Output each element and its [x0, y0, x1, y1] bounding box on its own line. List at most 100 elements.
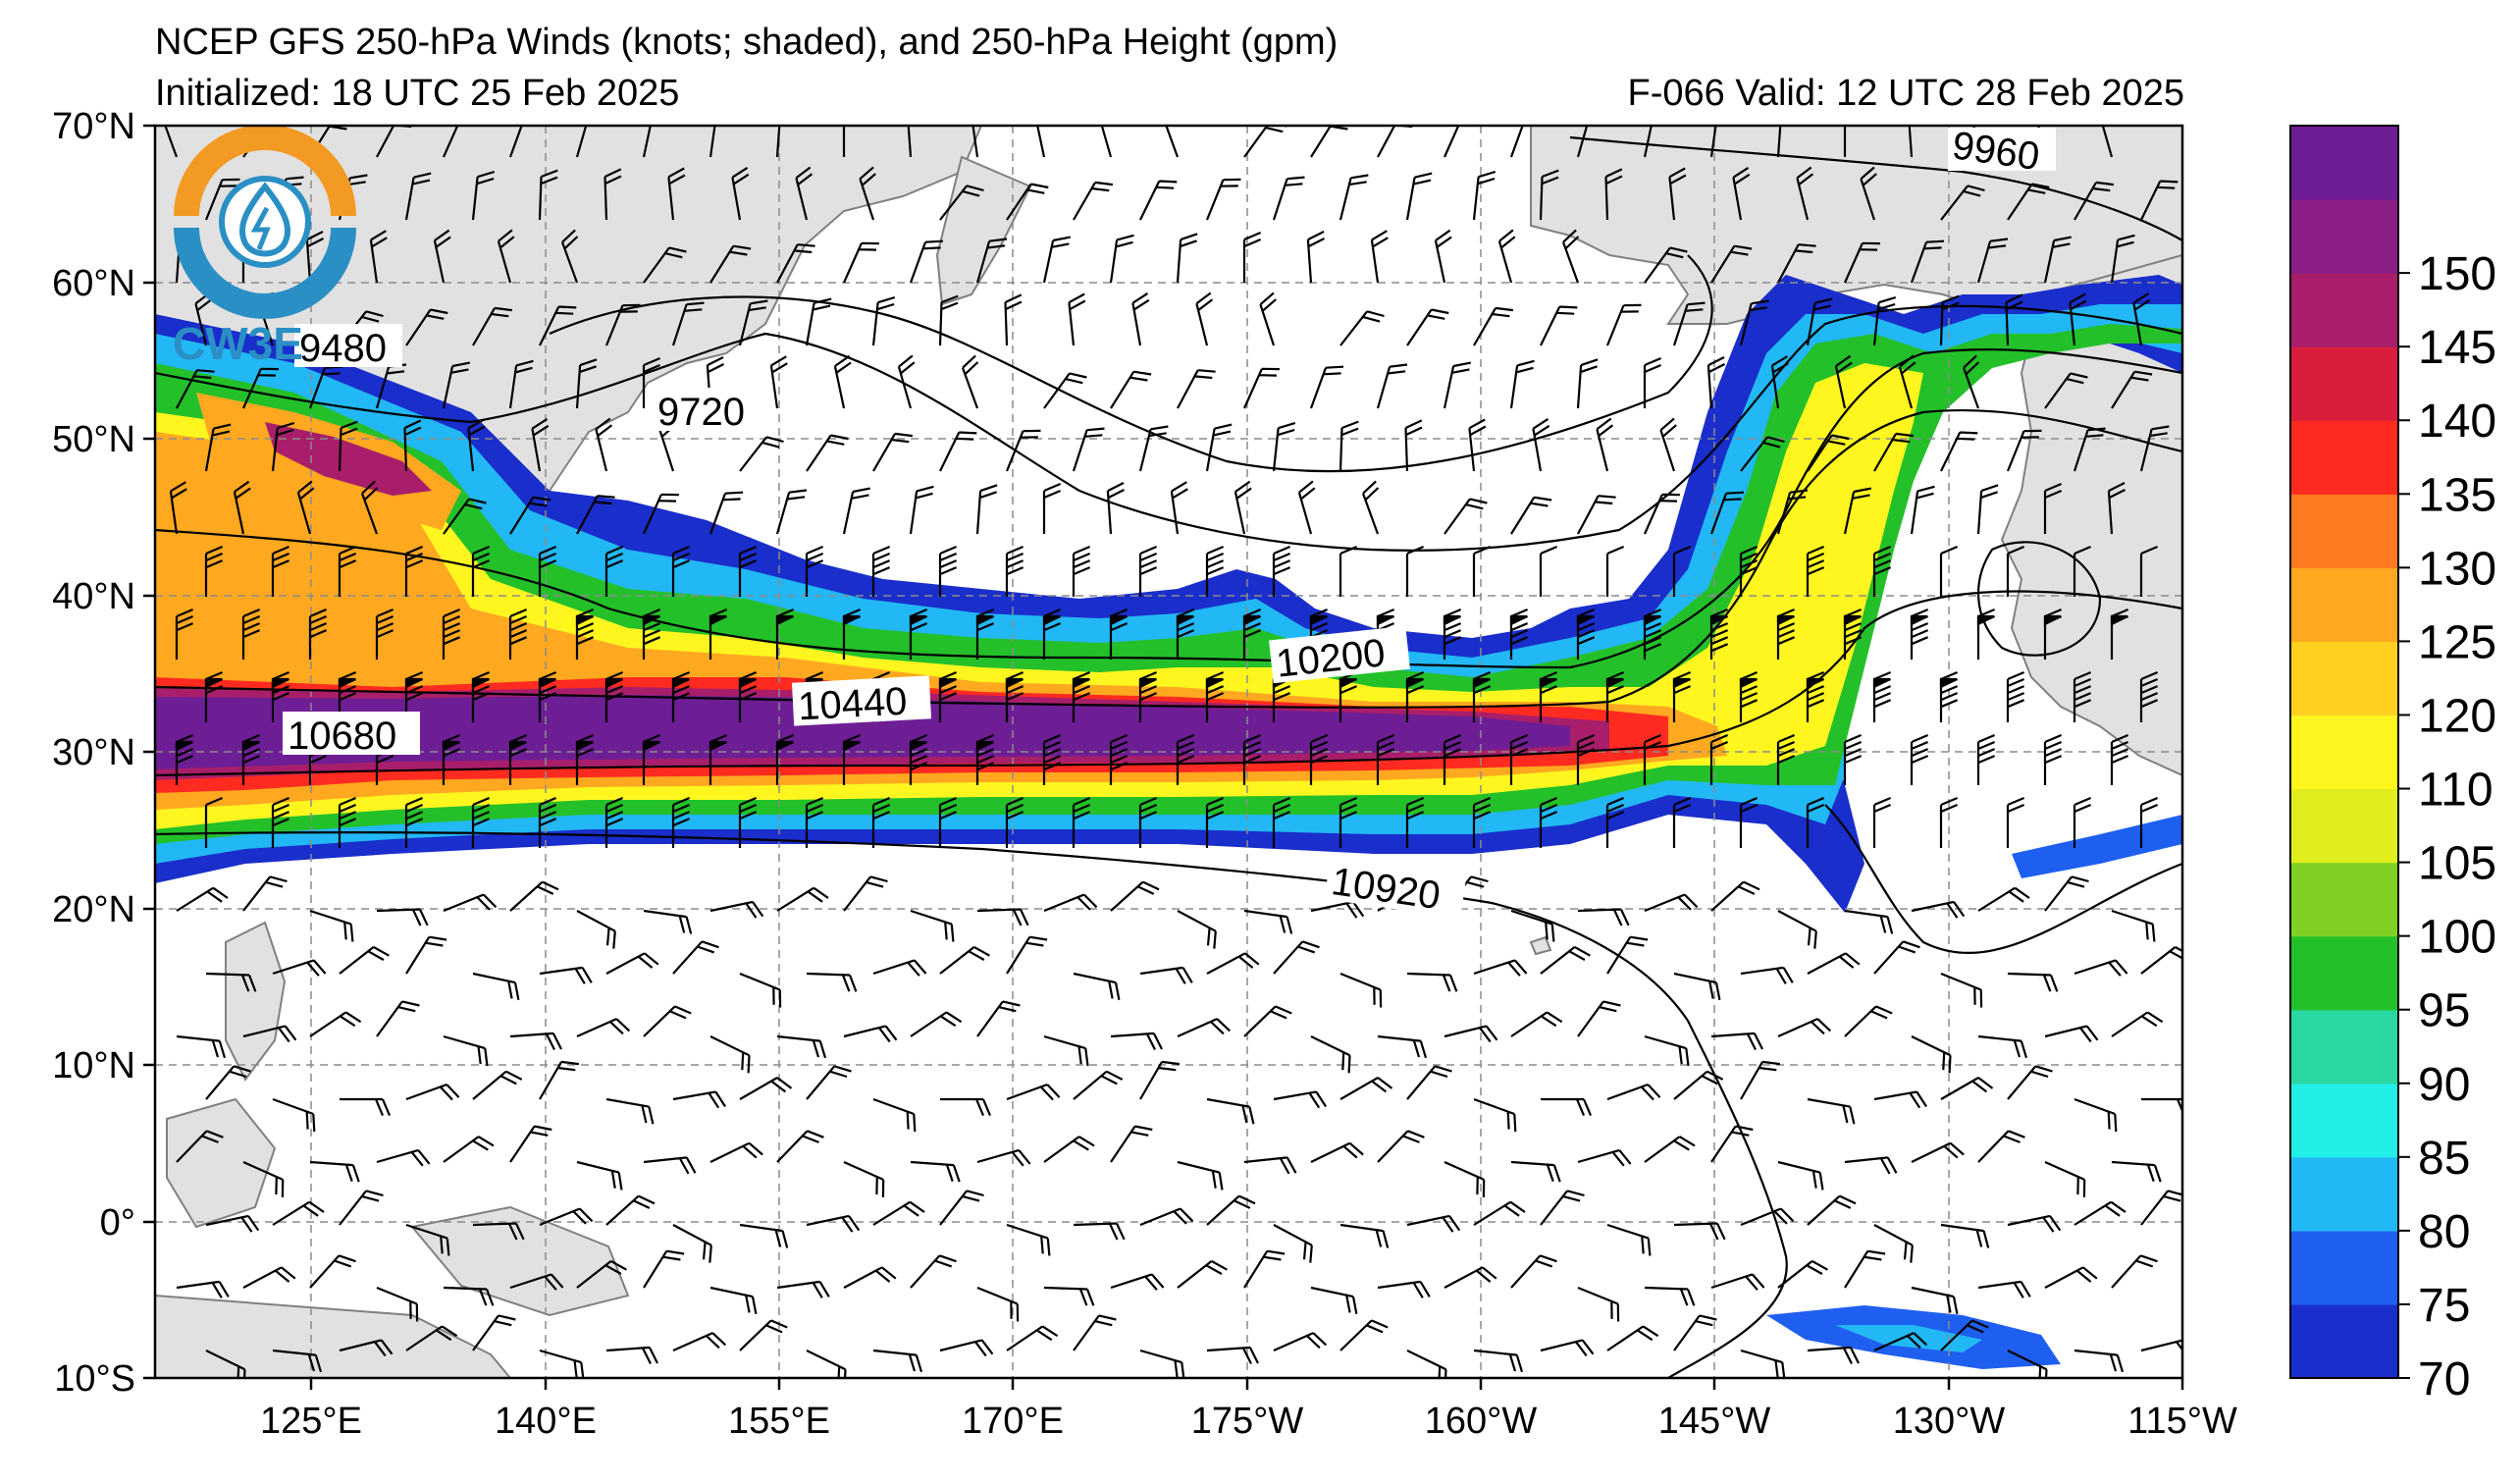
wind-barb [1234, 480, 1252, 535]
wind-barb [2007, 1065, 2053, 1100]
wind-barb [1644, 1286, 1696, 1306]
wind-barb [205, 1350, 246, 1378]
wind-barb [1939, 796, 1959, 848]
wind-barb [1672, 796, 1692, 848]
wind-barb [575, 126, 588, 158]
wind-barb [375, 608, 394, 660]
wind-barb [376, 1148, 431, 1167]
wind-barb [871, 796, 891, 848]
wind-barb [1370, 230, 1389, 284]
wind-barb [309, 1254, 356, 1289]
wind-barb [1509, 359, 1535, 409]
wind-barb [1561, 229, 1580, 284]
wind-barb [1406, 308, 1449, 346]
wind-barb [1006, 1083, 1061, 1101]
wind-barb [859, 166, 876, 221]
wind-barb [1005, 796, 1024, 848]
land-new-guinea [410, 1205, 630, 1317]
wind-barb [776, 886, 829, 912]
wind-barb [1138, 425, 1169, 472]
wind-barb [1272, 421, 1296, 472]
wind-barb [806, 972, 858, 992]
wind-barb [1110, 1032, 1163, 1050]
wind-barb [1072, 427, 1105, 472]
wind-barb-flag [1472, 677, 1491, 689]
wind-barb [1177, 1018, 1232, 1038]
wind-barb [1911, 900, 1966, 919]
wind-barb [1243, 126, 1287, 158]
wind-barb [871, 295, 896, 346]
wind-barb [1068, 292, 1086, 346]
wind-barb [1770, 355, 1789, 409]
wind-barb [443, 1136, 495, 1163]
wind-barb [2132, 291, 2151, 346]
wind-barb [539, 1060, 580, 1100]
wind-barb-flag [709, 740, 727, 752]
wind-barb [605, 1097, 655, 1125]
wind-barb [2101, 126, 2114, 158]
wind-barb [2111, 909, 2156, 942]
wind-barb [605, 1346, 658, 1364]
wind-barb [1873, 1090, 1928, 1109]
lon-label: 170°E [962, 1401, 1064, 1442]
wind-barb [1043, 1034, 1089, 1067]
wind-barb [739, 1223, 789, 1248]
wind-barb [2111, 1160, 2162, 1183]
wind-barb [404, 172, 432, 221]
wind-barb [1510, 1160, 1561, 1183]
wind-barb [909, 608, 928, 660]
wind-barb [842, 241, 879, 284]
wind-barb [897, 354, 916, 409]
wind-barb [309, 1160, 360, 1183]
wind-barb [204, 178, 240, 221]
wind-barb [1709, 491, 1745, 535]
wind-barb [2074, 959, 2128, 977]
lat-label: 40°N [52, 576, 135, 617]
wind-barb [2006, 670, 2025, 722]
wind-barb [1177, 369, 1216, 409]
wind-barb [1139, 1060, 1181, 1100]
wind-barb [1273, 1224, 1313, 1263]
wind-barb [1596, 417, 1614, 472]
wind-barb [1434, 229, 1452, 284]
wind-barb [1672, 670, 1692, 722]
lat-label: 0° [100, 1202, 135, 1244]
jet-shade-asia-145 [265, 422, 432, 496]
wind-barb [1860, 166, 1877, 221]
wind-barb [1844, 1005, 1893, 1037]
wind-barb [1644, 893, 1699, 913]
wind-barb [442, 361, 471, 409]
lat-label: 10°S [54, 1358, 135, 1400]
wind-barb [1376, 733, 1395, 785]
wind-barb [709, 1286, 758, 1315]
wind-barb-flag [1709, 614, 1728, 626]
wind-barb [176, 886, 229, 912]
colorbar-swatch [2290, 641, 2398, 716]
wind-barb [1643, 493, 1680, 535]
wind-barb [1072, 545, 1091, 597]
wind-barb [1776, 489, 1809, 535]
colorbar-tick-label: 90 [2418, 1059, 2470, 1111]
wind-barb-flag [1205, 677, 1224, 689]
wind-barb [508, 608, 528, 660]
wind-barb [509, 496, 551, 535]
lon-label: 140°E [495, 1401, 597, 1442]
wind-barb [1577, 1000, 1621, 1037]
wind-barb [176, 1130, 224, 1163]
wind-barb [1539, 169, 1559, 221]
wind-barb [1205, 796, 1225, 848]
wind-barb [2044, 372, 2088, 409]
land-hawaii [1529, 935, 1552, 956]
wind-barb [971, 126, 979, 158]
wind-barb [1807, 1346, 1860, 1364]
colorbar-swatch [2290, 1303, 2398, 1379]
land-australia [155, 1294, 512, 1378]
axis-ticks [143, 124, 2184, 1390]
contour-10920 [155, 831, 1788, 1378]
wind-barb [2044, 1025, 2099, 1043]
wind-barb [643, 909, 693, 934]
wind-barb [939, 945, 990, 975]
wind-barb [2007, 1350, 2048, 1378]
wind-barb [1977, 1280, 2031, 1298]
